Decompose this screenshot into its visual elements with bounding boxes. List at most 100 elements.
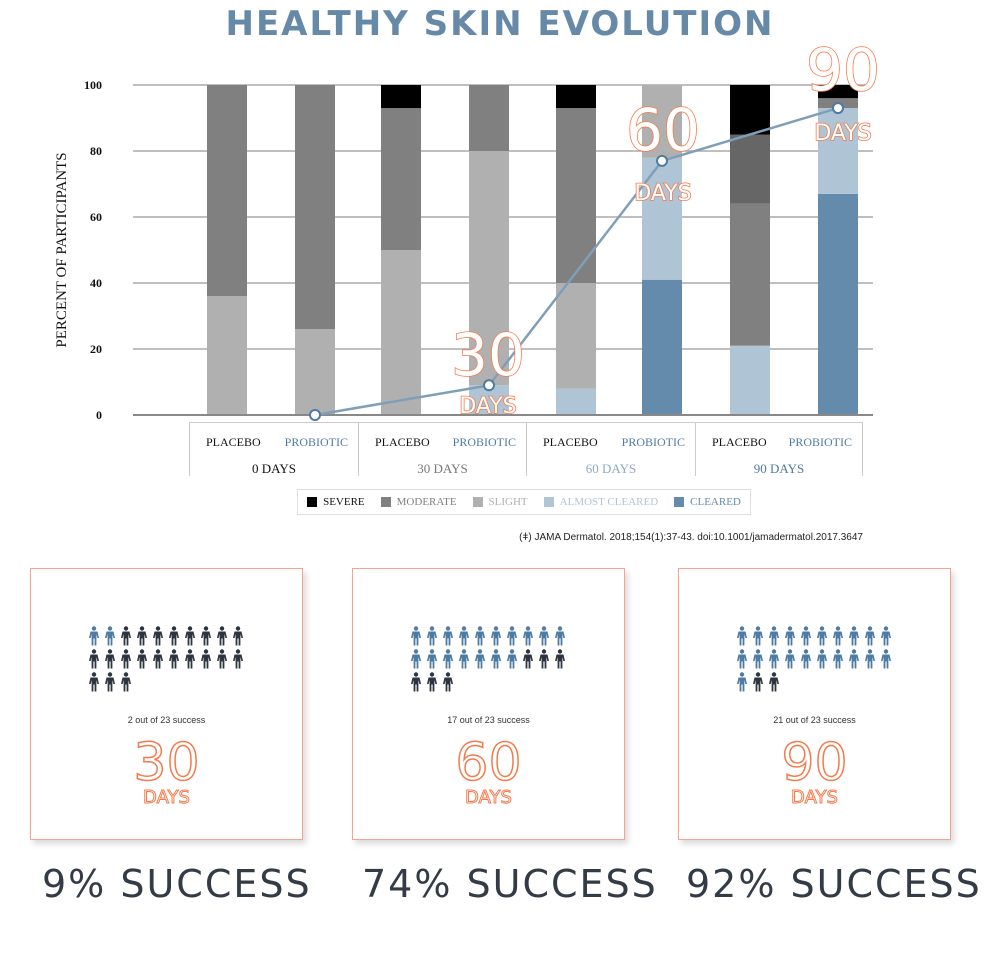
person-success-icon xyxy=(816,649,828,669)
person-success-icon xyxy=(474,626,486,646)
legend-swatch xyxy=(472,497,483,507)
person-success-icon xyxy=(848,626,860,646)
group-placebo-label: PLACEBO xyxy=(375,435,430,449)
y-axis-label: PERCENT OF PARTICIPANTS xyxy=(54,152,70,347)
person-success-icon xyxy=(864,649,876,669)
page-title: HEALTHY SKIN EVOLUTION xyxy=(225,4,775,44)
y-tick-label: 80 xyxy=(90,144,102,158)
person-icon xyxy=(232,626,244,646)
group-day-label: 60 DAYS xyxy=(585,461,637,476)
person-success-icon xyxy=(832,649,844,669)
annotation-number: 60 xyxy=(626,96,700,164)
legend-item: ALMOST CLEARED xyxy=(543,496,659,508)
person-icon xyxy=(120,649,132,669)
success-line xyxy=(314,106,839,417)
bar-segment-moderate xyxy=(556,108,596,283)
person-icon xyxy=(136,649,148,669)
person-success-icon xyxy=(864,626,876,646)
group-90-days: PLACEBO PROBIOTIC 90 DAYS xyxy=(695,422,863,476)
group-placebo-label: PLACEBO xyxy=(543,435,598,449)
bar-segment-moderate xyxy=(469,85,509,151)
legend-label: ALMOST CLEARED xyxy=(559,496,659,508)
y-tick-label: 60 xyxy=(90,210,102,224)
success-point xyxy=(832,102,844,115)
group-probiotic-label: PROBIOTIC xyxy=(452,435,516,449)
person-success-icon xyxy=(410,649,422,669)
group-60-days: PLACEBO PROBIOTIC 60 DAYS xyxy=(526,422,696,476)
legend-item: SEVERE xyxy=(307,496,365,508)
bar-segment-cleared xyxy=(642,279,682,415)
person-icon xyxy=(152,649,164,669)
bar-segment-slight xyxy=(642,85,682,158)
success-headline-90: 92% SUCCESS xyxy=(686,862,982,906)
group-probiotic-label: PROBIOTIC xyxy=(284,435,348,449)
legend-swatch xyxy=(380,497,391,507)
person-icon xyxy=(538,649,550,669)
person-icon xyxy=(168,626,180,646)
legend-item: CLEARED xyxy=(674,496,741,508)
success-point xyxy=(309,409,321,421)
result-card-60-days: 17 out of 23 success 60 DAYS xyxy=(352,568,625,840)
legend-swatch xyxy=(543,497,554,507)
bar-segment-severe xyxy=(818,85,858,99)
person-icon xyxy=(442,672,454,692)
annotation-unit: DAYS xyxy=(634,181,691,206)
person-success-icon xyxy=(410,626,422,646)
success-count: 17 out of 23 success xyxy=(447,715,530,725)
person-icon xyxy=(136,626,148,646)
y-tick-label: 40 xyxy=(90,276,102,290)
person-icon xyxy=(410,672,422,692)
person-icon xyxy=(752,672,764,692)
bar-segment-cleared xyxy=(818,193,858,415)
bar-segment-moderate xyxy=(207,85,247,297)
person-icon xyxy=(120,672,132,692)
day-number: 60 xyxy=(455,733,523,793)
person-success-icon xyxy=(816,626,828,646)
legend-swatch xyxy=(307,497,318,507)
success-headline-30: 9% SUCCESS xyxy=(42,862,312,906)
group-day-label: 30 DAYS xyxy=(417,461,468,476)
person-icon xyxy=(88,672,100,692)
person-icon xyxy=(104,649,116,669)
person-success-icon xyxy=(880,649,892,669)
person-icon xyxy=(168,649,180,669)
bar-segment-slight xyxy=(295,329,335,415)
success-count: 2 out of 23 success xyxy=(127,715,206,725)
bar-segment-slight xyxy=(469,151,509,386)
person-icon xyxy=(88,649,100,669)
person-success-icon xyxy=(752,626,764,646)
person-success-icon xyxy=(768,649,780,669)
day-unit: DAYS xyxy=(143,787,191,809)
person-success-icon xyxy=(522,626,534,646)
bar-segment-moderate xyxy=(295,85,335,330)
person-success-icon xyxy=(784,626,796,646)
person-icon xyxy=(152,626,164,646)
y-tick-label: 100 xyxy=(84,78,102,92)
person-icon xyxy=(120,626,132,646)
person-success-icon xyxy=(800,626,812,646)
person-success-icon xyxy=(506,626,518,646)
person-icon xyxy=(216,626,228,646)
person-success-icon xyxy=(800,649,812,669)
person-success-icon xyxy=(752,649,764,669)
people-grid xyxy=(736,626,896,692)
group-30-days: PLACEBO PROBIOTIC 30 DAYS xyxy=(358,422,527,476)
bar-segment-slight xyxy=(381,250,421,415)
person-icon xyxy=(184,626,196,646)
annotation-number: 90 xyxy=(806,36,880,104)
person-success-icon xyxy=(104,626,116,646)
y-tick-label: 20 xyxy=(90,342,102,356)
person-success-icon xyxy=(88,626,100,646)
people-grid xyxy=(410,626,570,692)
person-icon xyxy=(200,649,212,669)
person-success-icon xyxy=(848,649,860,669)
stacked-bar-chart: 0 20 40 60 80 100 PERCENT OF PARTICIPANTS 30 DAY… xyxy=(54,35,881,422)
legend-swatch xyxy=(674,497,685,507)
success-point xyxy=(483,379,495,392)
person-success-icon xyxy=(442,626,454,646)
person-success-icon xyxy=(426,649,438,669)
person-icon xyxy=(232,649,244,669)
person-icon xyxy=(554,649,566,669)
person-icon xyxy=(216,649,228,669)
